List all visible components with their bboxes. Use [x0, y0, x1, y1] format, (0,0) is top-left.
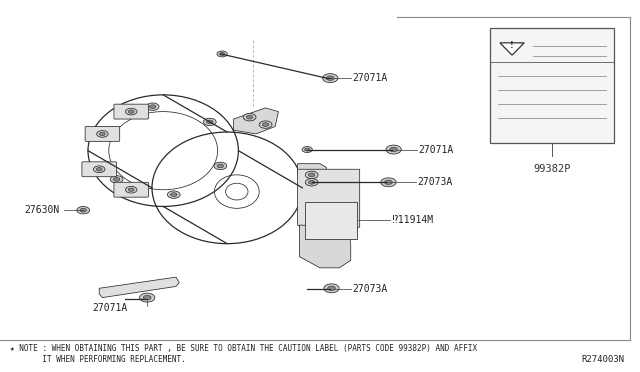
Circle shape [246, 115, 253, 119]
Text: 27071A: 27071A [93, 303, 128, 313]
Circle shape [204, 118, 216, 126]
FancyBboxPatch shape [114, 104, 148, 119]
Circle shape [386, 145, 401, 154]
Text: R274003N: R274003N [581, 355, 624, 364]
Circle shape [305, 179, 318, 186]
Text: !: ! [510, 41, 514, 49]
Circle shape [100, 132, 113, 139]
Text: 27073A: 27073A [352, 285, 387, 294]
Circle shape [97, 167, 102, 171]
Circle shape [77, 206, 90, 214]
Polygon shape [300, 225, 351, 268]
Circle shape [167, 191, 180, 198]
Polygon shape [298, 164, 326, 175]
Polygon shape [99, 277, 179, 298]
Circle shape [243, 113, 256, 121]
Circle shape [140, 293, 155, 302]
Text: ⁉11914M: ⁉11914M [392, 215, 433, 225]
Text: ★ NOTE : WHEN OBTAINING THIS PART , BE SURE TO OBTAIN THE CAUTION LABEL (PARTS C: ★ NOTE : WHEN OBTAINING THIS PART , BE S… [10, 344, 477, 353]
Circle shape [220, 52, 225, 55]
Circle shape [305, 171, 318, 179]
Circle shape [308, 180, 315, 184]
Circle shape [324, 284, 339, 293]
Circle shape [103, 134, 109, 137]
Text: 27073A: 27073A [417, 177, 452, 187]
FancyBboxPatch shape [114, 182, 148, 197]
Text: IT WHEN PERFORMING REPLACEMENT.: IT WHEN PERFORMING REPLACEMENT. [10, 355, 186, 364]
Text: 27071A: 27071A [352, 73, 387, 83]
Bar [490, 28, 614, 143]
Circle shape [147, 103, 159, 110]
Circle shape [150, 105, 156, 109]
Circle shape [390, 147, 397, 152]
Circle shape [381, 178, 396, 187]
Polygon shape [234, 108, 278, 134]
Circle shape [125, 186, 137, 193]
Circle shape [128, 110, 134, 113]
Circle shape [214, 162, 227, 170]
FancyBboxPatch shape [85, 126, 120, 141]
Circle shape [125, 108, 137, 115]
FancyBboxPatch shape [82, 162, 116, 177]
Circle shape [100, 132, 105, 136]
Polygon shape [298, 169, 360, 232]
Circle shape [207, 120, 213, 124]
Circle shape [328, 286, 335, 291]
Text: 99382P: 99382P [533, 164, 571, 174]
Circle shape [128, 188, 134, 191]
Circle shape [113, 177, 120, 181]
Circle shape [80, 208, 86, 212]
Circle shape [302, 147, 312, 153]
Circle shape [262, 123, 269, 126]
Circle shape [93, 166, 105, 173]
Text: 27630N: 27630N [24, 205, 60, 215]
Circle shape [259, 121, 272, 128]
Circle shape [143, 295, 151, 300]
Circle shape [170, 193, 177, 196]
Circle shape [110, 176, 123, 183]
Text: 27071A: 27071A [419, 145, 454, 154]
Circle shape [217, 164, 223, 168]
Circle shape [217, 51, 227, 57]
Circle shape [385, 180, 392, 185]
Circle shape [323, 74, 338, 83]
Circle shape [326, 76, 334, 80]
Circle shape [97, 131, 108, 137]
Circle shape [308, 173, 315, 177]
Polygon shape [305, 202, 357, 239]
Circle shape [305, 148, 310, 151]
